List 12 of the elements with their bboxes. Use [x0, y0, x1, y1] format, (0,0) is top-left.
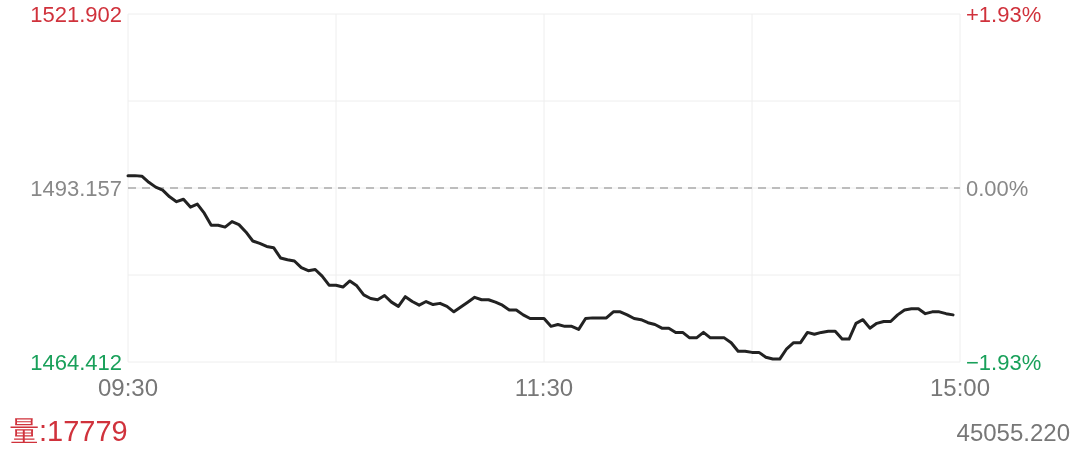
text: 量:17779	[10, 415, 128, 447]
x-tick-label: 15:00	[929, 374, 991, 401]
y2-tick-label: +1.93%	[966, 2, 1042, 27]
y-tick-label: 1521.902	[30, 2, 122, 27]
y-tick-label: 1464.412	[30, 350, 122, 375]
y-tick-label: 1493.157	[30, 176, 122, 201]
text: 45055.220	[956, 419, 1070, 446]
x-tick-label: 11:30	[514, 374, 574, 401]
y2-tick-label: 0.00%	[966, 176, 1029, 201]
y2-tick-label: −1.93%	[966, 350, 1042, 375]
x-tick-label: 09:30	[97, 374, 159, 401]
line-series	[126, 174, 955, 361]
